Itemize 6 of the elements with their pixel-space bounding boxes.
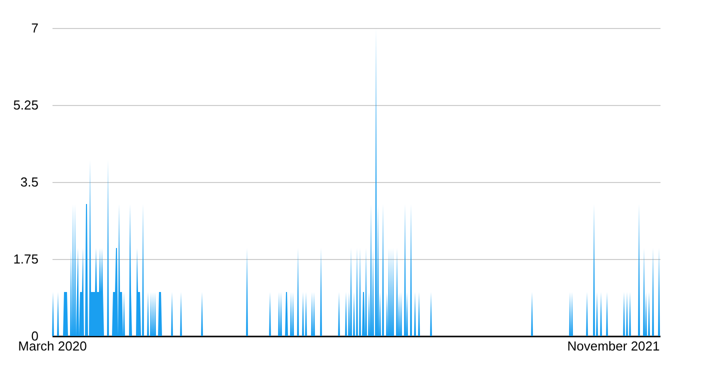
y-tick-label: 7 [31,20,38,36]
y-tick-label: 1.75 [13,252,38,266]
y-tick-label: 5.25 [13,98,38,112]
x-tick-label: November 2021 [567,338,660,354]
y-tick-label: 3.5 [20,174,38,190]
y-tick-label: 0 [31,328,38,344]
